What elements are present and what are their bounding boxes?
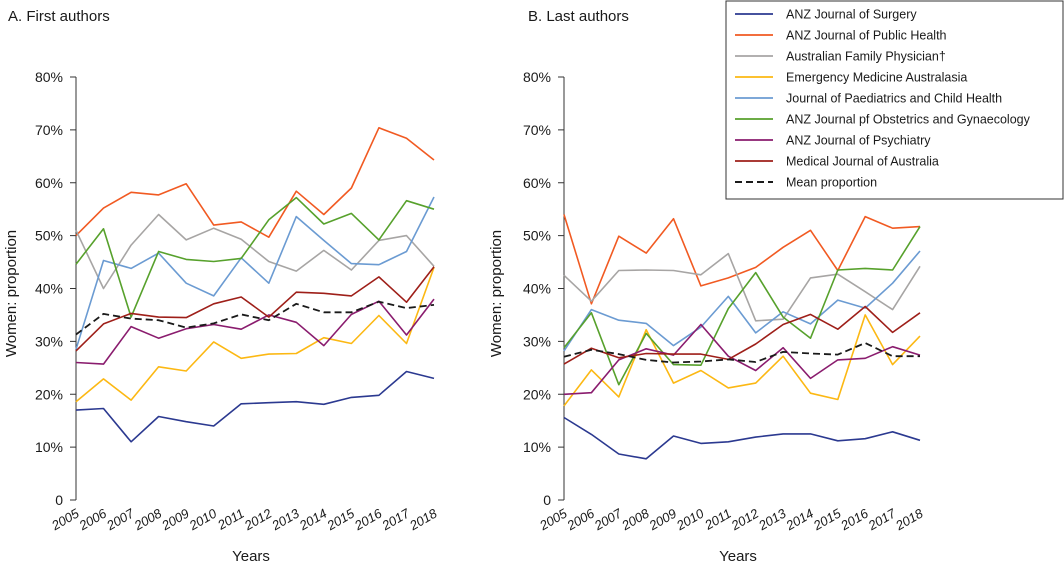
y-tick-label: 80%	[35, 69, 63, 85]
series-line-anz-journal-of-public-health	[75, 127, 435, 238]
series-line-anz-journal-of-psychiatry	[75, 298, 435, 365]
y-tick-label: 60%	[523, 175, 551, 191]
y-tick-label: 40%	[523, 281, 551, 297]
series-line-anz-journal-of-surgery	[75, 370, 435, 443]
series-line-medical-journal-of-australia	[75, 266, 435, 352]
legend-label-australian-family-physician: Australian Family Physician†	[786, 50, 946, 64]
panel-first-authors: A. First authors 0 10% 20% 30% 40% 50% 60% 70% 80…	[3, 8, 440, 562]
y-tick-label: 10%	[35, 439, 63, 455]
y-tick-label: 30%	[523, 333, 551, 349]
series-line-australian-family-physician	[75, 213, 435, 290]
legend-label-journal-of-paediatrics-and-child-health: Journal of Paediatrics and Child Health	[786, 92, 1002, 106]
y-tick-label: 10%	[523, 439, 551, 455]
x-axis-label: Years	[232, 548, 270, 562]
x-tick-label: 2018	[892, 505, 926, 533]
legend-label-anz-journal-of-psychiatry: ANZ Journal of Psychiatry	[786, 134, 931, 148]
y-tick-label: 70%	[523, 122, 551, 138]
y-tick-label: 70%	[35, 122, 63, 138]
chart-title: A. First authors	[8, 8, 110, 25]
y-tick-label: 0	[543, 492, 551, 508]
series-line-medical-journal-of-australia	[563, 305, 921, 365]
series-line-mean-proportion	[75, 300, 435, 336]
series-line-emergency-medicine-australasia	[563, 314, 921, 407]
y-tick-label: 60%	[35, 175, 63, 191]
series-line-anz-journal-of-psychiatry	[563, 323, 921, 396]
series-line-journal-of-paediatrics-and-child-health	[75, 196, 435, 350]
y-tick-label: 50%	[35, 228, 63, 244]
y-tick-label: 30%	[35, 333, 63, 349]
legend-label-emergency-medicine-australasia: Emergency Medicine Australasia	[786, 71, 967, 85]
legend-label-medical-journal-of-australia: Medical Journal of Australia	[786, 155, 939, 169]
y-tick-label: 0	[55, 492, 63, 508]
y-tick-label: 20%	[523, 386, 551, 402]
series-line-anz-journal-of-surgery	[563, 416, 921, 460]
series-line-mean-proportion	[563, 342, 920, 364]
y-tick-label: 20%	[35, 386, 63, 402]
series-line-anz-journal-pf-obstetrics-and-gynaecology	[563, 226, 921, 386]
y-tick-label: 80%	[523, 69, 551, 85]
y-axis-label: Women: proportion	[3, 230, 20, 357]
y-axis-label: Women: proportion	[488, 230, 505, 357]
legend: ANZ Journal of Surgery ANZ Journal of Pub…	[725, 0, 1064, 200]
series-line-journal-of-paediatrics-and-child-health	[563, 250, 921, 352]
legend-label-anz-journal-of-surgery: ANZ Journal of Surgery	[786, 8, 917, 22]
y-tick-label: 40%	[35, 281, 63, 297]
legend-label-anz-journal-pf-obstetrics-and-gynaecology: ANZ Journal pf Obstetrics and Gynaecolog…	[786, 113, 1031, 127]
x-tick-label: 2018	[406, 505, 440, 533]
series-line-anz-journal-pf-obstetrics-and-gynaecology	[75, 196, 435, 318]
legend-box	[725, 0, 1064, 200]
legend-label-anz-journal-of-public-health: ANZ Journal of Public Health	[786, 29, 947, 43]
x-axis-label: Years	[719, 548, 757, 562]
series-line-emergency-medicine-australasia	[75, 267, 435, 403]
chart-title: B. Last authors	[528, 8, 629, 25]
legend-label-mean-proportion: Mean proportion	[786, 176, 877, 190]
series-line-australian-family-physician	[563, 252, 921, 322]
series-line-anz-journal-of-public-health	[563, 214, 921, 305]
y-tick-label: 50%	[523, 228, 551, 244]
